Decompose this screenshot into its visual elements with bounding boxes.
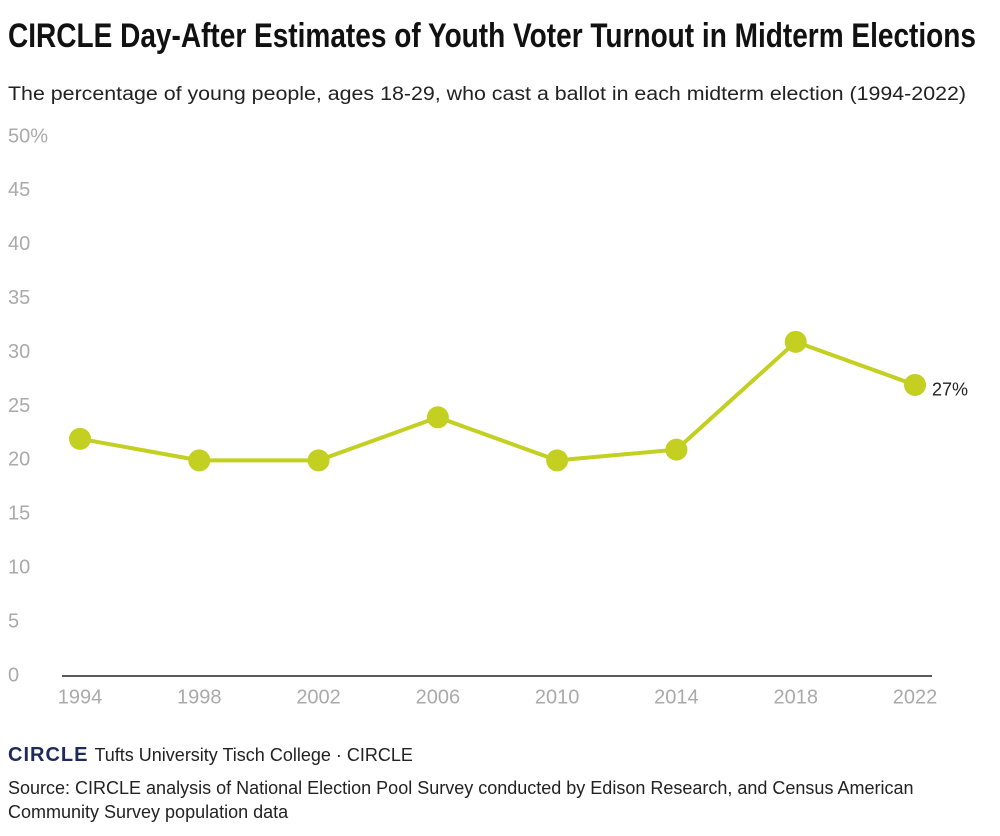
y-tick-label: 40 (8, 233, 30, 255)
y-tick-label: 0 (8, 664, 19, 686)
data-line (79, 339, 916, 463)
y-tick-label: 25 (8, 395, 30, 417)
x-tick-label: 2010 (535, 686, 580, 708)
y-tick-label: 35 (8, 287, 30, 309)
y-tick-label: 45 (8, 179, 30, 201)
chart-subtitle: The percentage of young people, ages 18-… (8, 84, 966, 105)
data-point (426, 406, 449, 429)
data-point (307, 449, 330, 472)
logo: CIRCLE (8, 744, 89, 766)
credit-text: Tufts University Tisch College · CIRCLE (94, 745, 413, 765)
x-tick-label: 1994 (58, 686, 103, 708)
data-point (546, 449, 569, 472)
x-tick-label: 1998 (177, 686, 222, 708)
data-point (665, 438, 688, 461)
data-point (188, 449, 211, 472)
data-point (69, 427, 91, 450)
data-label: 27% (932, 380, 968, 400)
source-note: Source: CIRCLE analysis of National Elec… (8, 778, 914, 822)
data-point (784, 330, 807, 353)
chart-title: CIRCLE Day-After Estimates of Youth Vote… (8, 17, 976, 55)
credit: CIRCLE Tufts University Tisch College · C… (8, 744, 413, 767)
x-tick-label: 2014 (654, 686, 699, 708)
y-tick-label: 50% (8, 125, 48, 147)
y-tick-label: 30 (8, 341, 30, 363)
y-tick-label: 10 (8, 556, 30, 578)
x-tick-label: 2018 (773, 686, 818, 708)
x-tick-label: 2006 (416, 686, 461, 708)
y-tick-label: 15 (8, 503, 30, 525)
x-tick-label: 2022 (893, 686, 938, 708)
x-tick-label: 2002 (296, 686, 341, 708)
chart: CIRCLE Day-After Estimates of Youth Vote… (8, 17, 976, 708)
data-point (904, 373, 926, 396)
y-tick-label: 20 (8, 449, 30, 471)
y-tick-label: 5 (8, 610, 19, 632)
